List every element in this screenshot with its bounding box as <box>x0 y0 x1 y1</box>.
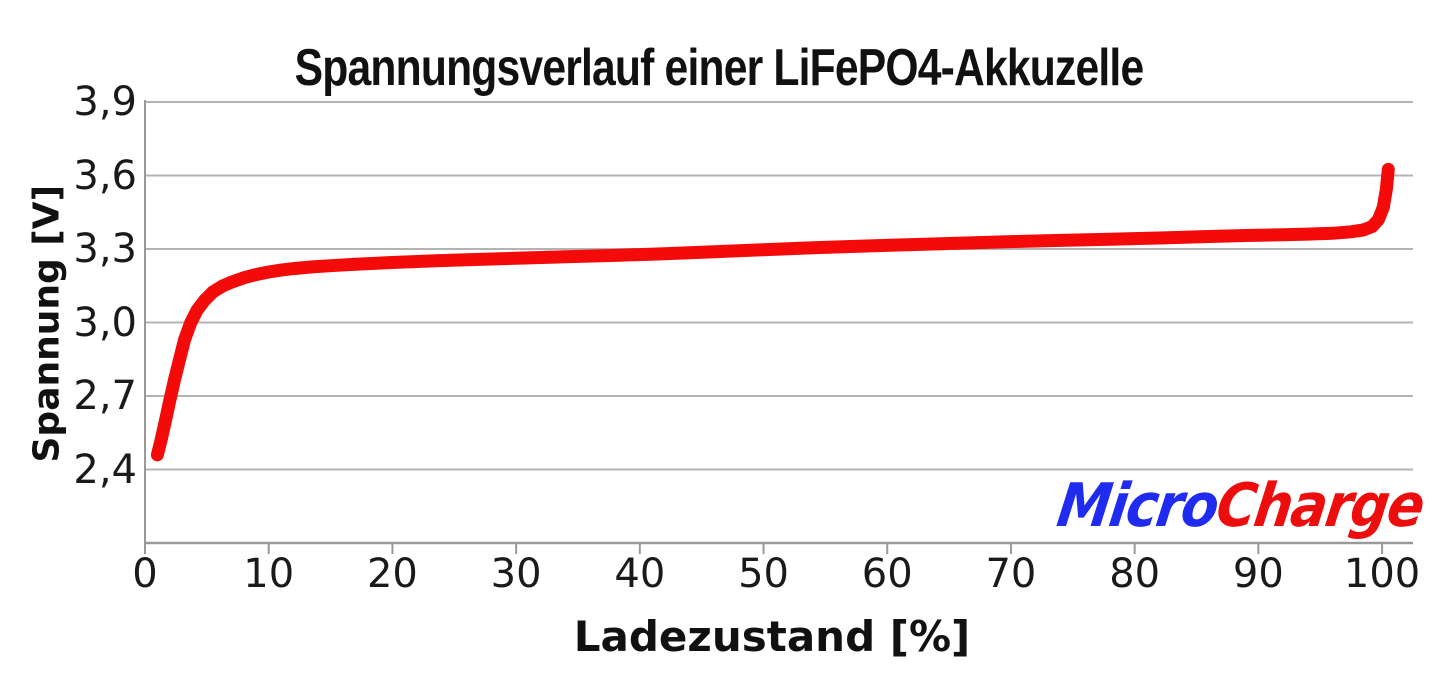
x-tick-label: 20 <box>366 551 418 597</box>
x-tick-label: 30 <box>490 551 542 597</box>
logo-charge-text: Charge <box>1211 471 1428 541</box>
x-tick-label: 50 <box>738 551 789 597</box>
x-axis-title: Ladezustand [%] <box>573 612 971 661</box>
x-tick-label: 100 <box>1343 551 1421 597</box>
y-tick-label: 3,3 <box>73 226 137 272</box>
x-tick-label: 10 <box>243 551 295 597</box>
chart-title: Spannungsverlauf einer LiFePO4-Akkuzelle <box>202 38 1237 98</box>
x-tick-label: 60 <box>861 551 913 597</box>
x-tick-label: 0 <box>132 551 158 597</box>
x-tick-label: 70 <box>985 551 1037 597</box>
logo-micro-text: Micro <box>1052 471 1222 541</box>
chart-title-text: Spannungsverlauf einer LiFePO4-Akkuzelle <box>294 39 1144 97</box>
x-tick-label: 90 <box>1232 551 1284 597</box>
x-tick-label: 80 <box>1109 551 1161 597</box>
y-tick-label: 2,7 <box>73 373 137 419</box>
y-tick-label: 3,6 <box>73 152 137 199</box>
voltage-curve <box>150 162 1395 462</box>
y-tick-label: 2,4 <box>73 446 137 493</box>
y-tick-label: 3,9 <box>73 79 137 125</box>
microcharge-logo: MicroCharge <box>1052 471 1428 541</box>
x-tick-label: 40 <box>614 551 666 597</box>
y-tick-label: 3,0 <box>73 299 137 346</box>
